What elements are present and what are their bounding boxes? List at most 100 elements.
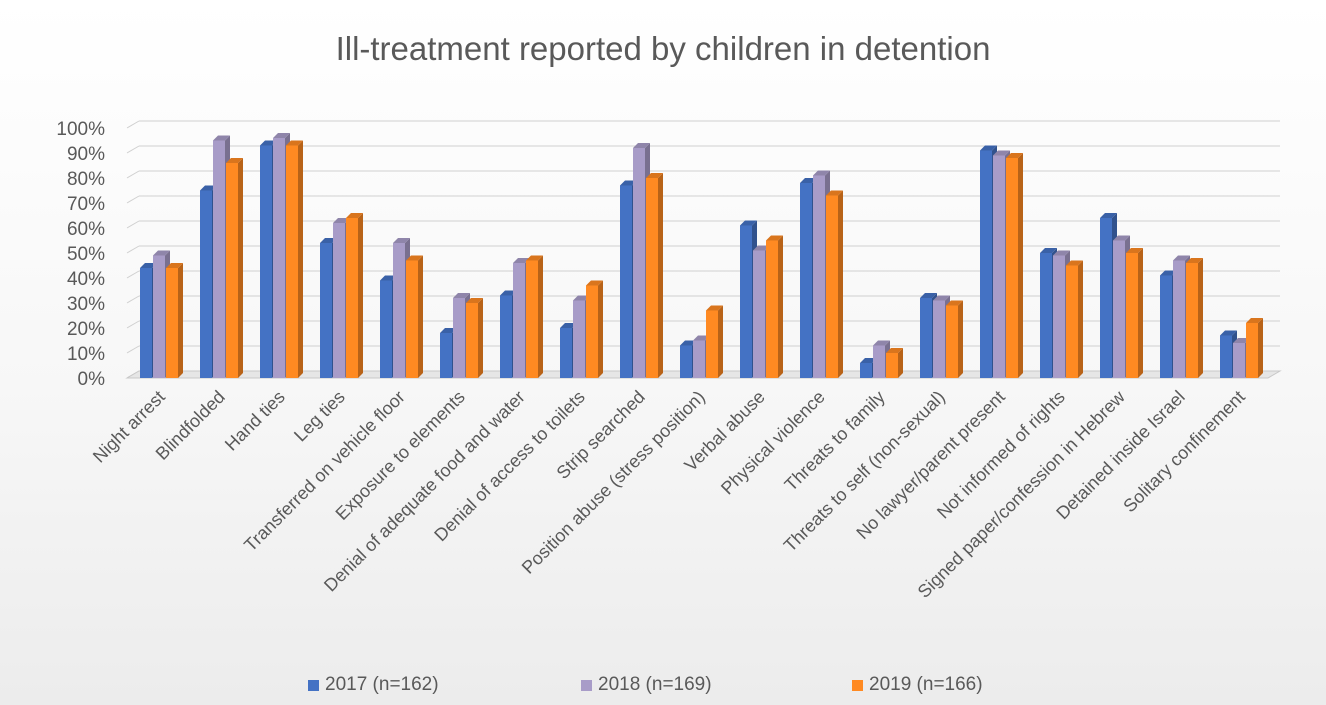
- bar-top: [226, 158, 243, 163]
- bar-top: [813, 170, 830, 176]
- chart-title: Ill-treatment reported by children in de…: [335, 30, 991, 67]
- y-tick-label: 90%: [67, 144, 105, 165]
- bar-top: [573, 295, 590, 301]
- bar-side: [898, 348, 903, 378]
- bar-side: [538, 255, 543, 378]
- gridline-diag: [126, 345, 140, 354]
- bar-top: [380, 275, 397, 281]
- bar-top: [440, 328, 457, 333]
- bar-top: [633, 143, 650, 148]
- bar-top: [886, 348, 903, 353]
- bar: [513, 263, 525, 378]
- bar-side: [418, 255, 423, 378]
- bar: [620, 185, 632, 378]
- bar-top: [393, 238, 410, 243]
- bar-top: [1173, 255, 1190, 261]
- y-tick-label: 10%: [67, 344, 105, 365]
- gridline-diag: [126, 270, 140, 279]
- bar-top: [860, 358, 877, 363]
- bar-top: [273, 133, 290, 138]
- bar: [273, 138, 285, 378]
- legend-item-2018: 2018 (n=169): [581, 674, 712, 696]
- y-tick-label: 80%: [67, 169, 105, 190]
- chart-svg: 0%10%20%30%40%50%60%70%80%90%100%Night a…: [56, 119, 1282, 602]
- bar-top: [873, 340, 890, 346]
- bar: [993, 155, 1005, 378]
- bar: [753, 250, 765, 378]
- bar: [920, 298, 932, 378]
- x-tick-label: Hand ties: [221, 387, 289, 455]
- bar: [1066, 265, 1078, 378]
- bar: [153, 255, 165, 378]
- bar-top: [406, 255, 423, 261]
- bar-top: [646, 173, 663, 178]
- legend-item-2017: 2017 (n=162): [308, 674, 439, 696]
- bar-side: [298, 140, 303, 378]
- legend-label-2019: 2019 (n=166): [869, 674, 983, 695]
- bar: [406, 260, 418, 378]
- bar-top: [153, 250, 170, 256]
- bar-top: [200, 185, 217, 191]
- bar: [1006, 158, 1018, 378]
- bar: [980, 150, 992, 378]
- bar-top: [320, 238, 337, 243]
- bar-top: [213, 135, 230, 141]
- bar: [140, 268, 152, 378]
- bar: [560, 328, 572, 378]
- bar-top: [140, 263, 157, 268]
- bar: [740, 225, 752, 378]
- bar: [466, 303, 478, 378]
- bar: [1126, 253, 1138, 378]
- gridline-diag: [126, 320, 140, 329]
- bar: [693, 340, 705, 378]
- gridline-diag: [126, 295, 140, 304]
- bar: [1233, 343, 1245, 378]
- bar-top: [333, 218, 350, 223]
- legend-swatch-2019: [852, 679, 863, 691]
- bar-top: [526, 255, 543, 261]
- y-tick-label: 60%: [67, 219, 105, 240]
- bar-top: [1160, 270, 1177, 276]
- bar-top: [260, 140, 277, 146]
- bar: [1053, 255, 1065, 378]
- legend-swatch-2017: [308, 679, 319, 691]
- y-tick-label: 40%: [67, 269, 105, 290]
- bar: [646, 178, 658, 378]
- bar-side: [958, 300, 963, 378]
- bar: [526, 260, 538, 378]
- bar-side: [778, 235, 783, 378]
- bar-top: [1220, 330, 1237, 336]
- y-tick-label: 70%: [67, 194, 105, 215]
- bar-top: [1040, 248, 1057, 253]
- bar-top: [933, 295, 950, 301]
- bar-top: [1233, 338, 1250, 343]
- bar: [586, 285, 598, 378]
- bar-top: [946, 300, 963, 306]
- x-tick-label: Solitary confinement: [1119, 387, 1248, 516]
- bar-top: [920, 293, 937, 298]
- bar: [260, 145, 272, 378]
- bar-side: [838, 190, 843, 378]
- bar-top: [1100, 213, 1117, 218]
- bar-top: [740, 220, 757, 226]
- bar: [1173, 260, 1185, 378]
- bar: [500, 295, 512, 378]
- bar-top: [453, 293, 470, 298]
- bar-side: [358, 213, 363, 378]
- bar-top: [586, 280, 603, 286]
- y-tick-label: 50%: [67, 244, 105, 265]
- bar: [766, 240, 778, 378]
- bar-top: [993, 150, 1010, 156]
- bar: [286, 145, 298, 378]
- bar: [440, 333, 452, 378]
- bar-top: [1246, 318, 1263, 323]
- bar-side: [1198, 258, 1203, 378]
- bar: [573, 300, 585, 378]
- bar: [346, 218, 358, 378]
- bar-top: [346, 213, 363, 218]
- bar-top: [1126, 248, 1143, 253]
- bar-top: [1186, 258, 1203, 263]
- bar: [320, 243, 332, 378]
- bar-side: [1018, 153, 1023, 378]
- bar: [226, 163, 238, 378]
